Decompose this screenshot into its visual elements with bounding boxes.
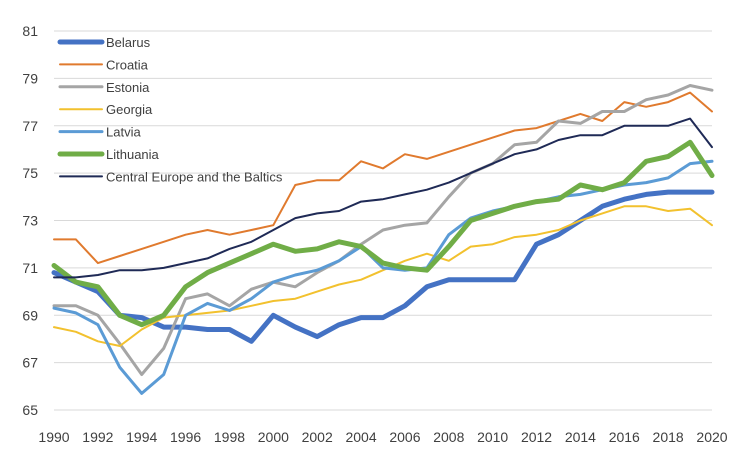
y-tick-label: 67 bbox=[22, 355, 38, 371]
x-tick-label: 1992 bbox=[82, 429, 113, 445]
y-axis-ticks: 65 67 69 71 73 75 77 79 81 bbox=[22, 23, 38, 418]
x-tick-label: 1994 bbox=[126, 429, 157, 445]
y-tick-label: 73 bbox=[22, 213, 38, 229]
x-tick-label: 1996 bbox=[170, 429, 201, 445]
x-tick-label: 2008 bbox=[433, 429, 464, 445]
y-tick-label: 79 bbox=[22, 70, 38, 86]
x-tick-label: 2006 bbox=[389, 429, 420, 445]
x-tick-label: 2000 bbox=[258, 429, 289, 445]
legend-label: Georgia bbox=[106, 102, 153, 117]
legend: Belarus Croatia Estonia Georgia Latvia Lithua… bbox=[57, 35, 283, 184]
legend-label: Estonia bbox=[106, 80, 150, 95]
y-tick-label: 65 bbox=[22, 402, 38, 418]
legend-label: Lithuania bbox=[106, 147, 160, 162]
legend-label: Latvia bbox=[106, 125, 141, 140]
gridlines bbox=[54, 30, 712, 411]
legend-label: Central Europe and the Baltics bbox=[106, 169, 283, 184]
y-tick-label: 75 bbox=[22, 165, 38, 181]
legend-label: Belarus bbox=[106, 35, 151, 50]
x-tick-label: 2016 bbox=[609, 429, 640, 445]
series-line-latvia bbox=[52, 159, 714, 395]
x-tick-label: 2002 bbox=[302, 429, 333, 445]
x-tick-label: 2018 bbox=[653, 429, 684, 445]
series-line-central-europe-and-the-baltics bbox=[53, 117, 713, 279]
x-tick-label: 2014 bbox=[565, 429, 596, 445]
y-tick-label: 77 bbox=[22, 118, 38, 134]
y-tick-label: 69 bbox=[22, 307, 38, 323]
series-line-croatia bbox=[53, 91, 713, 265]
x-tick-label: 1998 bbox=[214, 429, 245, 445]
x-axis-ticks: 1990 1992 1994 1996 1998 2000 2002 2004 2006 2008… bbox=[38, 429, 727, 445]
legend-label: Croatia bbox=[106, 57, 149, 72]
x-tick-label: 2010 bbox=[477, 429, 508, 445]
series-line-lithuania bbox=[51, 139, 715, 328]
x-tick-label: 1990 bbox=[38, 429, 69, 445]
series-lines bbox=[51, 84, 715, 395]
y-tick-label: 81 bbox=[22, 23, 38, 39]
x-tick-label: 2004 bbox=[345, 429, 376, 445]
series-line-estonia bbox=[52, 84, 714, 376]
y-tick-label: 71 bbox=[22, 260, 38, 276]
series-line-belarus bbox=[51, 189, 715, 344]
x-tick-label: 2012 bbox=[521, 429, 552, 445]
x-tick-label: 2020 bbox=[696, 429, 727, 445]
